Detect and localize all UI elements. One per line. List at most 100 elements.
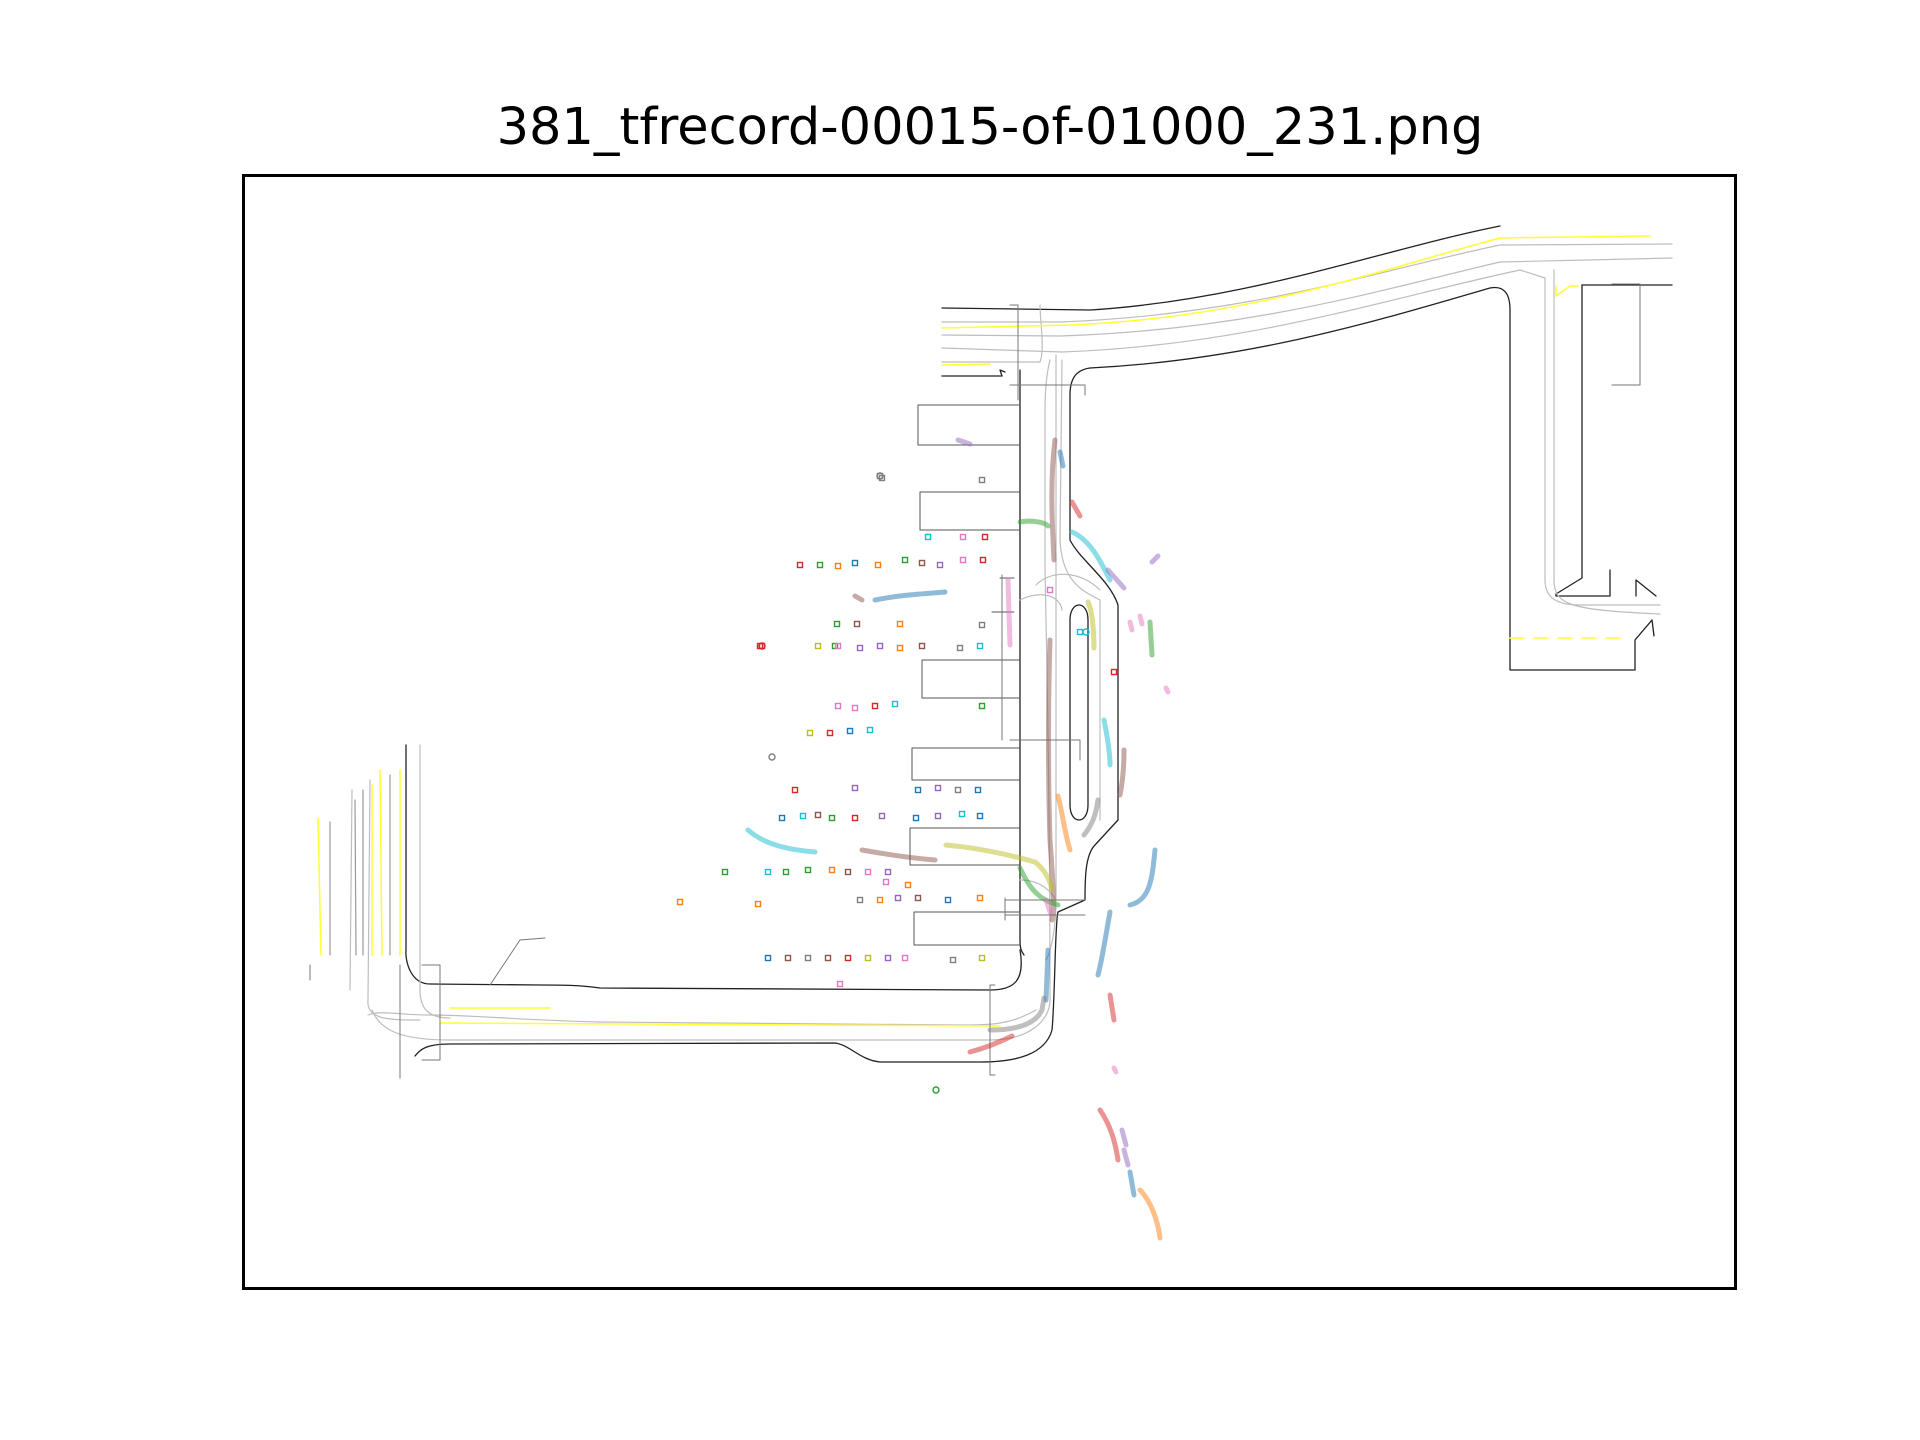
agent-marker: [784, 954, 792, 962]
agent-marker: [754, 900, 762, 908]
agent-trajectory: [1043, 897, 1053, 915]
agent-marker: [934, 812, 942, 820]
agent-trajectory: [1055, 793, 1073, 853]
agent-trajectory: [943, 842, 1055, 893]
agent-marker: [864, 868, 872, 876]
agent-trajectory: [1127, 619, 1135, 633]
agent-marker: [768, 753, 776, 761]
agent-trajectory: [1137, 1187, 1163, 1241]
agent-marker: [844, 954, 852, 962]
agent-trajectory: [1111, 1065, 1119, 1075]
agent-marker: [884, 954, 892, 962]
agent-marker: [782, 868, 790, 876]
agent-trajectory: [852, 593, 865, 603]
agent-trajectory: [1101, 717, 1113, 768]
agent-marker: [676, 898, 684, 906]
agent-marker: [978, 702, 986, 710]
road-edge: [941, 225, 1501, 311]
agent-marker: [918, 642, 926, 650]
agent-trajectory: [1163, 685, 1171, 695]
agent-marker: [918, 559, 926, 567]
agent-marker: [851, 704, 859, 712]
agent-marker: [804, 866, 812, 874]
agent-marker: [882, 878, 890, 886]
agent-marker: [936, 561, 944, 569]
plot-frame: [242, 174, 1737, 1290]
agent-trajectory: [1117, 747, 1127, 798]
parking-bay: [909, 827, 1021, 866]
agent-marker: [806, 729, 814, 737]
agent-marker: [866, 726, 874, 734]
agent-trajectory: [859, 847, 938, 863]
agent-marker: [934, 784, 942, 792]
agent-marker: [981, 533, 989, 541]
agent-marker: [876, 472, 884, 480]
agent-marker: [799, 812, 807, 820]
agent-marker: [924, 533, 932, 541]
agent-marker: [871, 702, 879, 710]
road-edge: [1555, 284, 1611, 597]
agent-trajectory: [1081, 797, 1101, 838]
agent-trajectory: [1095, 909, 1113, 978]
agent-marker: [846, 727, 854, 735]
agent-trajectory: [1127, 847, 1158, 908]
agent-trajectory: [745, 827, 818, 855]
agent-marker: [764, 868, 772, 876]
agent-marker: [796, 561, 804, 569]
agent-marker: [778, 814, 786, 822]
agent-marker: [876, 642, 884, 650]
agent-trajectory: [1005, 577, 1013, 648]
agent-marker: [814, 811, 822, 819]
stop-markers: [309, 283, 1641, 1079]
agent-marker: [914, 894, 922, 902]
agent-marker: [976, 642, 984, 650]
agent-marker: [974, 786, 982, 794]
agent-trajectory: [1147, 619, 1155, 658]
agent-marker: [978, 621, 986, 629]
agent-marker: [828, 814, 836, 822]
agent-marker: [959, 533, 967, 541]
agent-trajectory: [1107, 992, 1117, 1023]
agent-trajectory: [1127, 1169, 1137, 1198]
agent-marker: [764, 954, 772, 962]
parking-bay: [913, 911, 1021, 946]
agent-marker: [826, 729, 834, 737]
agent-marker: [853, 620, 861, 628]
agent-marker: [834, 642, 842, 650]
agent-marker: [851, 784, 859, 792]
road-edge: [414, 367, 1119, 1063]
agent-markers: [676, 472, 1118, 1094]
parking-bay: [917, 404, 1021, 446]
agent-marker: [959, 556, 967, 564]
road-edge: [1019, 369, 1025, 956]
agent-marker: [721, 868, 729, 876]
agent-marker: [804, 954, 812, 962]
agent-marker: [878, 474, 886, 482]
agent-marker: [876, 896, 884, 904]
yellow-lines: [317, 235, 1651, 1027]
agent-marker: [979, 556, 987, 564]
agent-trajectory: [987, 995, 1047, 1033]
parking-bay: [911, 747, 1021, 781]
agent-marker: [978, 476, 986, 484]
plot-title: 381_tfrecord-00015-of-01000_231.png: [496, 98, 1484, 157]
agent-marker: [978, 954, 986, 962]
agent-marker: [1076, 628, 1084, 636]
agent-trajectory: [955, 437, 973, 447]
agent-marker: [1082, 628, 1090, 636]
agent-marker: [944, 896, 952, 904]
agent-marker: [878, 812, 886, 820]
median-edge: [1069, 604, 1089, 821]
left-lane-lines: [329, 774, 391, 956]
agent-marker: [932, 1086, 940, 1094]
agent-marker: [949, 956, 957, 964]
agent-trajectory: [1121, 1147, 1131, 1168]
agent-marker: [884, 868, 892, 876]
agent-marker: [904, 881, 912, 889]
agent-marker: [954, 786, 962, 794]
agent-marker: [844, 868, 852, 876]
agent-marker: [834, 562, 842, 570]
agent-marker: [958, 810, 966, 818]
agent-trajectory: [1069, 499, 1083, 519]
agent-marker: [836, 980, 844, 988]
